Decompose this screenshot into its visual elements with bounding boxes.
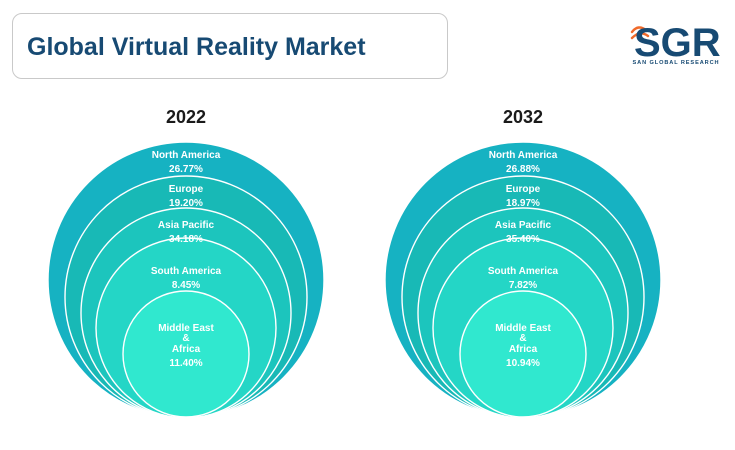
region-circle: [459, 290, 587, 418]
chart-2032: 2032 North America 26.88% Europe 18.97% Asia …: [384, 107, 662, 419]
region-label: Europe: [506, 184, 541, 195]
region-label: North America: [152, 150, 221, 161]
region-label: &: [182, 333, 189, 344]
region-value-label: 10.94%: [506, 358, 540, 369]
region-value-label: 19.20%: [169, 198, 203, 209]
page-title: Global Virtual Reality Market: [27, 33, 366, 61]
logo-subtext: SAN GLOBAL RESEARCH: [632, 60, 720, 66]
region-label: Asia Pacific: [495, 220, 552, 231]
region-label: South America: [488, 266, 559, 277]
region-label: South America: [151, 266, 222, 277]
logo-letters: SGR: [634, 21, 721, 60]
chart-year-label: 2022: [166, 107, 206, 127]
region-value-label: 11.40%: [169, 358, 202, 369]
region-label: Middle East: [158, 323, 214, 334]
title-box: Global Virtual Reality Market: [12, 13, 448, 79]
chart-2022: 2022 North America 26.77% Europe 19.20% Asia …: [47, 107, 325, 419]
region-value-label: 18.97%: [506, 198, 540, 209]
region-label: Europe: [169, 184, 204, 195]
chart-year-label: 2032: [503, 107, 543, 127]
sgr-logo: SGR SAN GLOBAL RESEARCH: [628, 18, 724, 74]
region-label: &: [519, 333, 526, 344]
region-value-label: 35.40%: [506, 234, 540, 245]
region-label: North America: [489, 150, 558, 161]
region-value-label: 26.77%: [169, 164, 203, 175]
region-circle: [122, 290, 250, 418]
region-label: Middle East: [495, 323, 551, 334]
region-label: Africa: [172, 344, 201, 355]
region-value-label: 7.82%: [509, 280, 537, 291]
region-label: Asia Pacific: [158, 220, 215, 231]
sgr-logo-mark: SGR: [630, 21, 721, 60]
region-value-label: 26.88%: [506, 164, 540, 175]
region-label: Africa: [509, 344, 538, 355]
region-value-label: 34.18%: [169, 234, 203, 245]
region-value-label: 8.45%: [172, 280, 200, 291]
